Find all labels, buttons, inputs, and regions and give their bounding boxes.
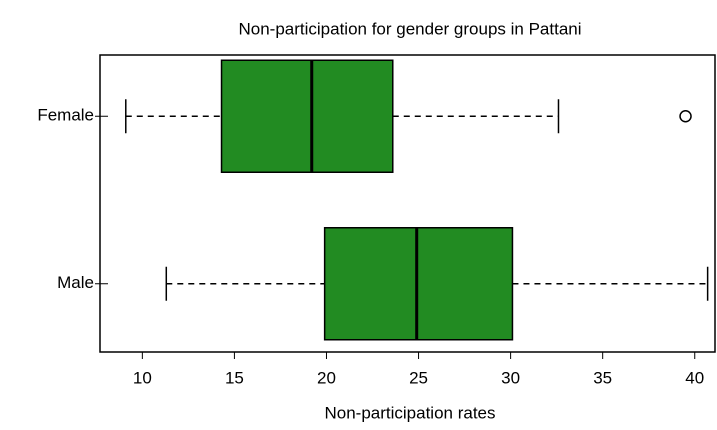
y-tick-label: Male [57, 273, 94, 292]
x-tick-label: 30 [501, 368, 520, 387]
x-tick-label: 25 [409, 368, 428, 387]
chart-title: Non-participation for gender groups in P… [238, 19, 581, 38]
x-axis-label: Non-participation rates [324, 403, 495, 422]
x-tick-label: 40 [685, 368, 704, 387]
x-tick-label: 10 [133, 368, 152, 387]
outlier [679, 110, 692, 123]
x-tick-label: 15 [225, 368, 244, 387]
x-tick-label: 20 [317, 368, 336, 387]
y-tick-label: Female [37, 106, 94, 125]
x-tick-label: 35 [593, 368, 612, 387]
box [323, 227, 514, 341]
plot-frame [99, 54, 716, 353]
box [220, 59, 394, 173]
